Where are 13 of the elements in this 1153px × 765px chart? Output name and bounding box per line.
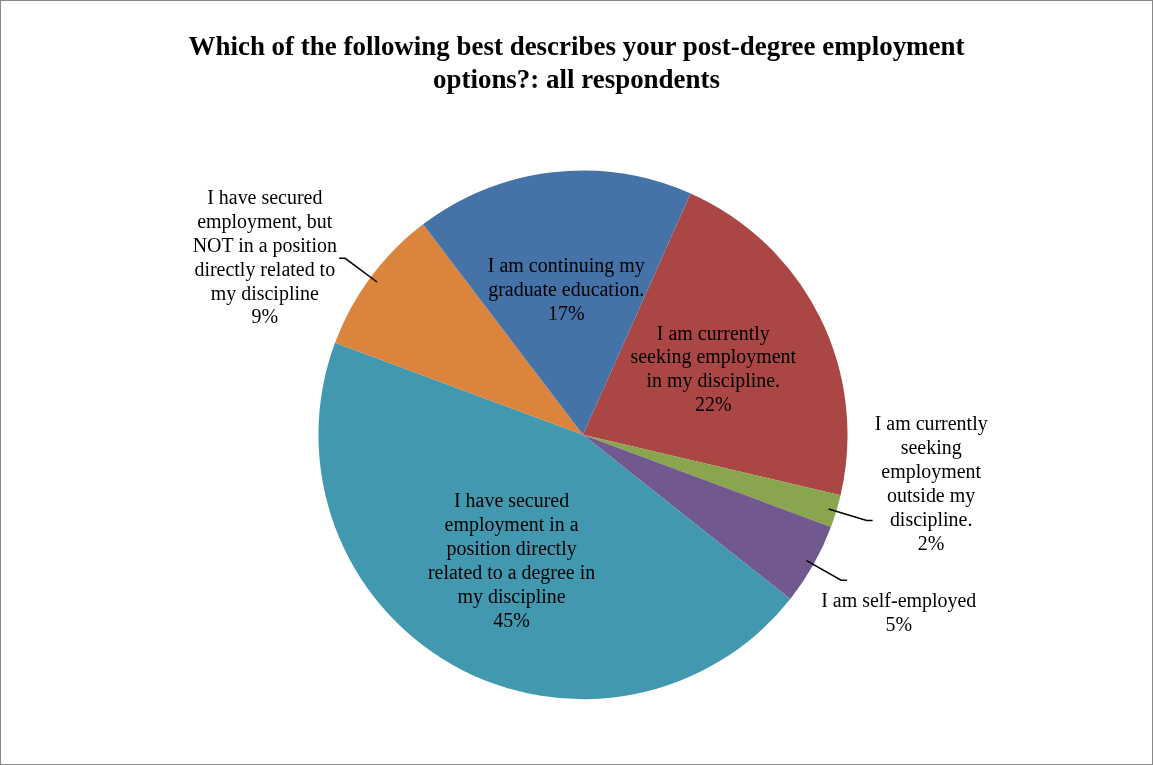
slice-label: I have secured employment, but NOT in a position directly related to my discipline — [192, 185, 337, 305]
data-label: 9% — [251, 305, 279, 328]
data-label: 5% — [885, 613, 913, 636]
data-label: 45% — [493, 608, 530, 631]
chart-title: Which of the following best describes your post-degree employment options?: all respondents — [188, 30, 965, 94]
slice-label: I am continuing my graduate education. — [487, 253, 645, 301]
data-label: 2% — [917, 531, 945, 554]
slice-label: I have secured employment in a position directly related to a degree in my discipline — [427, 488, 596, 608]
data-label: 22% — [695, 393, 732, 416]
slice-label: I am currently seeking employment outside my discipline. — [874, 411, 988, 531]
data-label: 17% — [547, 301, 585, 324]
slice-label: I am self-employed — [821, 589, 977, 613]
slice-label: I am currently seeking employment in my discipline. — [630, 321, 797, 393]
